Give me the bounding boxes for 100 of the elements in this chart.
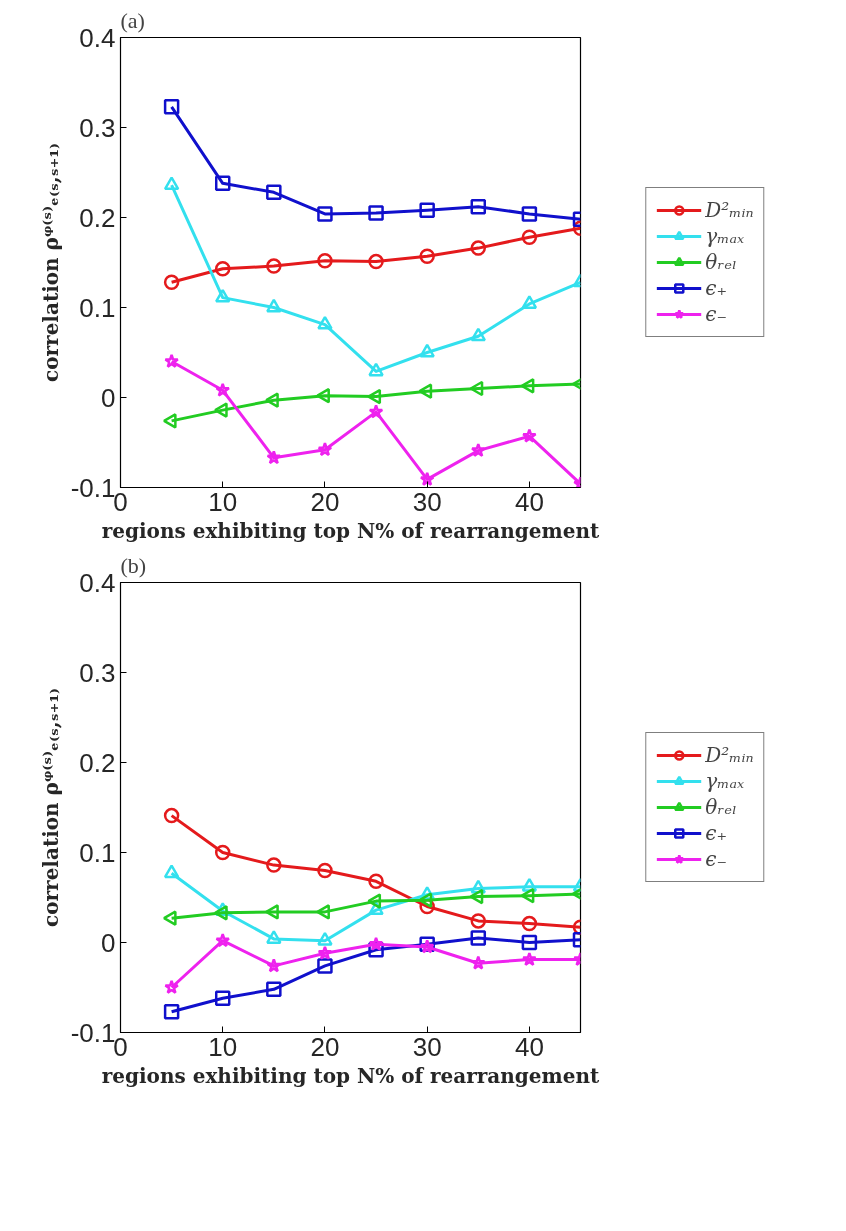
point [419,248,435,264]
point [419,343,435,358]
y-tick-label: 0.3 [79,112,116,143]
point [470,442,486,458]
point [368,253,384,270]
point [317,252,333,269]
x-tick-label: 40 [514,1031,544,1062]
chart-title: (b) [120,552,147,578]
point [418,892,433,908]
point [265,392,279,408]
point [521,951,537,967]
point [317,945,333,960]
y-tick-label: 0.4 [79,22,116,53]
y-tick-label: 0.3 [79,657,116,688]
point [316,387,330,404]
point [214,990,231,1007]
y-tick-label: 0 [101,382,116,413]
point [266,298,282,313]
point [214,175,231,192]
point [470,327,487,342]
point [521,206,538,222]
point [419,471,435,486]
x-tick-label: 30 [412,1031,442,1062]
point [521,229,538,246]
point [266,981,282,998]
point [316,904,330,920]
point [317,315,333,330]
point [214,844,231,861]
point [266,258,282,274]
y-axis-title: correlation ρᵠ⁽ˢ⁾ₑ₍ₛ,ₛ₊₁₎ [38,143,63,382]
legend-label: ϵ₊ [705,821,728,845]
point [520,378,535,394]
point [418,383,433,399]
legend-label: ϵ₊ [705,276,728,300]
point [470,955,486,970]
point [266,450,282,465]
point [266,184,282,201]
point [214,261,231,277]
point [265,904,279,920]
y-tick-label: 0.2 [79,747,116,778]
legend-label: D²ₘᵢₙ [705,743,754,767]
point [470,913,487,929]
x-tick-label: 20 [310,1031,340,1062]
point [367,388,382,405]
y-axis-title: correlation ρᵠ⁽ˢ⁾ₑ₍ₛ,ₛ₊₁₎ [38,688,63,927]
legend-label: θᵣₑₗ [705,795,737,819]
point [317,958,333,974]
point [470,240,487,256]
legend-label: γₘₐₓ [705,769,745,793]
point [163,807,180,824]
point [164,979,180,995]
point [215,932,231,948]
x-tick-label: 10 [208,1031,238,1062]
point [163,864,180,879]
point [163,99,180,115]
point [367,893,382,909]
legend-label: ϵ₋ [705,847,728,871]
y-tick-label: 0.1 [79,837,116,868]
point [470,198,487,215]
point [368,362,384,377]
point [164,353,180,369]
point [317,441,333,457]
point [214,288,231,303]
point [317,862,333,879]
y-tick-label: 0.1 [79,292,116,323]
point [215,382,231,397]
x-tick-label: 20 [310,486,340,517]
point [266,958,282,973]
legend-label: D²ₘᵢₙ [705,198,754,222]
point [266,930,282,944]
point [521,295,538,309]
point [419,202,435,219]
legend-label: ϵ₋ [705,302,728,326]
point [368,404,384,419]
point [520,887,535,904]
x-axis-title: regions exhibiting top N% of rearrangement [101,518,601,543]
x-tick-label: 40 [514,486,544,517]
point [521,915,538,932]
legend-label: γₘₐₓ [705,224,745,248]
point [317,931,333,946]
point [368,205,384,221]
point [163,274,180,291]
x-tick-label: 10 [208,486,238,517]
y-tick-label: 0 [101,927,116,958]
point [163,176,180,191]
point [469,380,484,397]
y-tick-label: 0.4 [79,567,116,598]
point [317,206,333,222]
x-tick-label: 30 [412,486,442,517]
point [368,936,384,951]
point [163,1004,180,1020]
point [470,930,487,946]
point [368,873,384,890]
chart-title: (a) [120,7,145,33]
point [521,934,538,951]
legend-label: θᵣₑₗ [705,250,737,274]
x-axis-title: regions exhibiting top N% of rearrangement [101,1063,601,1088]
y-tick-label: 0.2 [79,202,116,233]
point [469,888,484,905]
point [266,857,282,873]
